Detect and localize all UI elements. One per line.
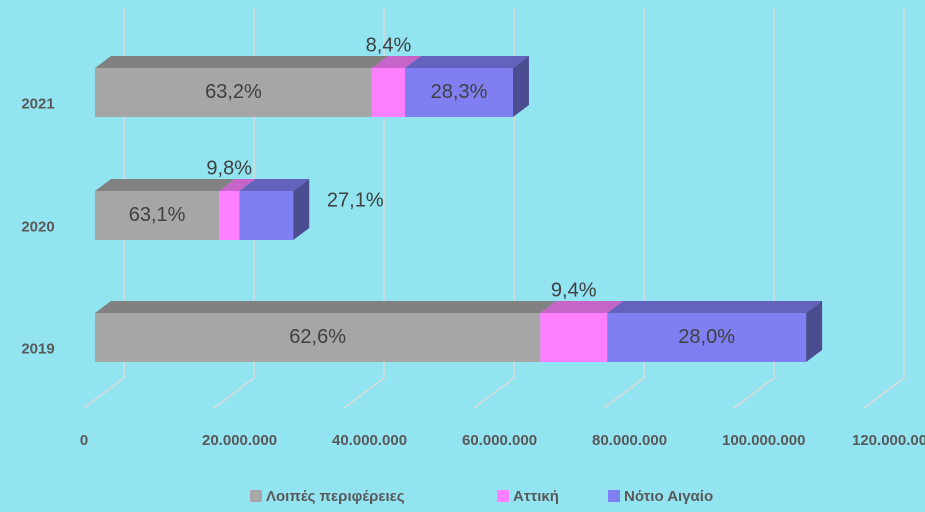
y-tick-label: 2019 [21, 340, 54, 357]
bar-top [239, 179, 310, 191]
bar-top [95, 179, 236, 191]
x-tick-label: 60.000.000 [462, 432, 537, 449]
legend-label: Νότιο Αιγαίο [624, 488, 713, 505]
bar-side [806, 301, 823, 362]
data-label: 28,0% [678, 326, 735, 348]
x-tick-label: 20.000.000 [202, 432, 277, 449]
grid-line [603, 8, 645, 409]
bar-top [371, 56, 422, 68]
data-label: 27,1% [327, 189, 384, 211]
bar-top [540, 301, 624, 313]
grid-line [473, 8, 515, 409]
grid-line [733, 8, 775, 409]
x-tick-label: 120.000.000 [852, 432, 925, 449]
bar-segment [219, 191, 240, 240]
legend-swatch [497, 490, 509, 502]
bar-segment [95, 68, 372, 117]
x-tick-label: 40.000.000 [332, 432, 407, 449]
data-label: 8,4% [366, 34, 412, 56]
bar-segment [239, 191, 294, 240]
bar-top [607, 301, 823, 313]
legend-label: Λοιπές περιφέρειες [266, 488, 405, 505]
bar-top [95, 56, 388, 68]
bar-side [512, 56, 529, 117]
x-tick-label: 0 [80, 432, 88, 449]
y-tick-label: 2021 [21, 95, 54, 112]
grid-line [213, 8, 255, 409]
data-label: 63,2% [205, 81, 262, 103]
grid-line [343, 8, 385, 409]
grid-line [83, 8, 125, 409]
bar-segment [95, 191, 220, 240]
data-label: 28,3% [431, 81, 488, 103]
x-tick-label: 100.000.000 [722, 432, 805, 449]
data-label: 9,4% [551, 279, 597, 301]
grid-line [863, 8, 905, 409]
data-label: 63,1% [129, 204, 186, 226]
y-tick-label: 2020 [21, 218, 54, 235]
bar-segment [405, 68, 513, 117]
bar-segment [371, 68, 406, 117]
x-tick-label: 80.000.000 [592, 432, 667, 449]
data-label: 9,8% [206, 157, 252, 179]
bar-side [293, 179, 310, 240]
legend-swatch [608, 490, 620, 502]
bar-segment [607, 313, 807, 362]
bar-top [405, 56, 529, 68]
bar-top [219, 179, 256, 191]
bar-segment [540, 313, 608, 362]
legend-swatch [250, 490, 262, 502]
bar-top [95, 301, 557, 313]
legend-label: Αττική [513, 488, 559, 505]
data-label: 62,6% [289, 326, 346, 348]
bar-segment [95, 313, 541, 362]
